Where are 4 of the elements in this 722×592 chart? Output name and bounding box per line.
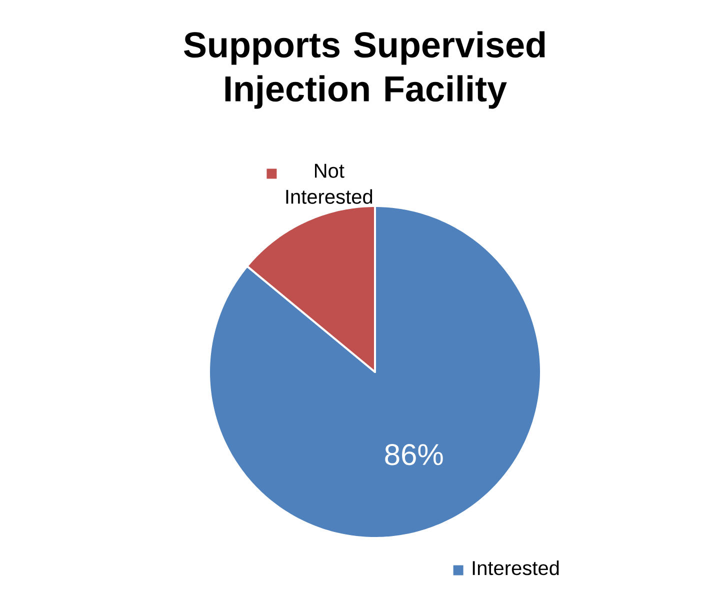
legend-label: Not Interested [286, 164, 372, 204]
data-label: 86% [385, 444, 443, 466]
chart-title: Supports Supervised Injection Facility [184, 31, 545, 109]
legend-label: Interested [472, 560, 559, 576]
